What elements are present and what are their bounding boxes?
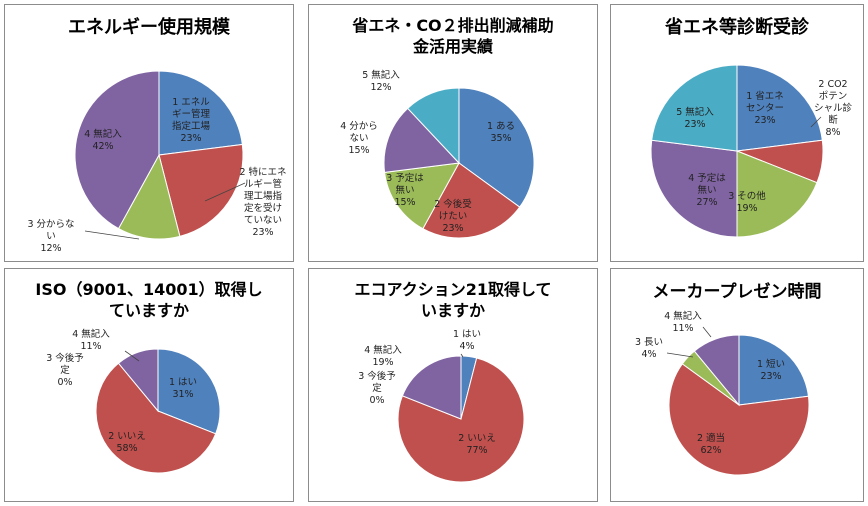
chart-panel-iso: ISO（9001、14001）取得し ていますか 1 はい 31% 2 いいえ 58%… [4, 268, 294, 502]
slice-label-5: 5 無記入 12% [362, 69, 400, 93]
pie-slice-5 [651, 64, 738, 152]
pie-slice-2 [95, 362, 217, 474]
slice-label-1: 1 エネルギー管理指定工場 23% [172, 97, 211, 144]
slice-label-3: 3 長い 4% [635, 337, 663, 360]
slice-label-2: 2 CO2 ポテンシャル診断 8% [814, 79, 853, 138]
slice-label-2: 2 いいえ 77% [458, 433, 496, 456]
slice-label-4: 4 無記入 19% [364, 344, 402, 368]
slice-label-1: 1 短い 23% [757, 358, 785, 382]
chart-title: 省エネ・CO２排出削減補助 金活用実績 [352, 16, 554, 56]
slice-label-4: 4 無記入 11% [72, 328, 110, 352]
slice-label-2: 2 今後受けたい 23% [434, 198, 472, 234]
pie-slice-1 [458, 87, 535, 208]
slice-label-2: 2 いいえ 58% [108, 431, 146, 454]
leader-line [666, 352, 694, 358]
pie-chart-subsidy-usage: 1 ある 35% 2 今後受けたい 23% 3 予定は無い 15%4 分からない 15% 5 … [340, 69, 535, 239]
chart-title: エコアクション21取得して いますか [354, 280, 552, 320]
pie-chart-diagnosis: 1 省エネセンター 23% 2 CO2 ポテンシャル診断 8% 3 その他 19%4 予定は… [650, 64, 853, 238]
pie-slice-1 [738, 334, 810, 406]
slice-label-4: 4 分からない 15% [340, 121, 378, 156]
pie-slice-2 [668, 363, 810, 476]
pie-slice-3 [384, 162, 460, 230]
pie-slice-4 [401, 355, 462, 420]
pie-chart-presentation-time: 1 短い 23% 2 適当 62% 3 長い 4%4 無記入 11% [635, 310, 810, 476]
slice-label-4: 4 無記入 42% [84, 128, 122, 152]
pie-slice-4 [650, 139, 738, 238]
pie-chart-eco-action: 1 はい 4% 2 いいえ 77% 3 今後予定 0%4 無記入 19% [358, 329, 525, 483]
pie-chart-iso: 1 はい 31% 2 いいえ 58% 3 今後予定 0%4 無記入 11% [46, 328, 221, 474]
slice-label-4: 4 無記入 11% [664, 310, 702, 334]
chart-title: ISO（9001、14001）取得し ていますか [35, 280, 263, 320]
leader-line [810, 116, 822, 128]
slice-label-1: 1 ある 35% [487, 121, 515, 144]
pie-slice-4 [74, 70, 160, 230]
pie-slice-1 [736, 64, 823, 152]
leader-line [702, 326, 712, 338]
chart-panel-presentation-time: メーカープレゼン時間 1 短い 23% 2 適当 62% 3 長い 4% 4 無記入 11% [610, 268, 864, 502]
leader-line [124, 350, 140, 362]
leader-line [204, 182, 246, 202]
chart-panel-energy-scale: エネルギー使用規模 1 エネルギー管理指定工場 23% 2 特にエネルギー管理工場指… [4, 4, 294, 262]
leader-line [84, 230, 140, 240]
chart-title: エネルギー使用規模 [68, 17, 230, 38]
slice-label-1: 1 はい 31% [169, 377, 197, 400]
pie-slice-4 [693, 334, 740, 407]
slice-label-1: 1 はい 4% [453, 329, 481, 352]
slice-label-2: 2 適当 62% [697, 432, 725, 456]
slice-label-3: 3 今後予定 0% [358, 370, 396, 406]
pie-slice-2 [397, 357, 525, 483]
chart-panel-subsidy-usage: 省エネ・CO２排出削減補助 金活用実績 1 ある 35% 2 今後受けたい 23% 3 … [308, 4, 598, 262]
pie-chart-energy-scale: 1 エネルギー管理指定工場 23% 2 特にエネルギー管理工場指定を受けていない 23… [27, 70, 287, 254]
pie-slice-4 [383, 107, 461, 173]
pie-slice-2 [422, 162, 521, 239]
pie-slice-3 [117, 153, 181, 240]
slice-label-2: 2 特にエネルギー管理工場指定を受けていない 23% [239, 166, 286, 238]
chart-panel-diagnosis: 省エネ等診断受診 1 省エネセンター 23% 2 CO2 ポテンシャル診断 8% 3 その… [610, 4, 864, 262]
slice-label-3: 3 予定は無い 15% [386, 172, 424, 208]
pie-slice-1 [157, 348, 221, 435]
slice-label-4: 4 予定は無い 27% [688, 172, 726, 208]
chart-title: メーカープレゼン時間 [652, 282, 822, 302]
pie-slice-3 [736, 150, 818, 238]
pie-slice-1 [158, 70, 243, 156]
pie-slice-4 [117, 348, 159, 413]
slice-label-5: 5 無記入 23% [676, 106, 714, 130]
chart-panel-eco-action: エコアクション21取得して いますか 1 はい 4% 2 いいえ 77% 3 今後予定 0… [308, 268, 598, 502]
chart-title: 省エネ等診断受診 [665, 17, 809, 38]
leader-line [460, 353, 464, 358]
slice-label-3: 3 今後予定 0% [46, 352, 84, 388]
pie-slice-5 [406, 87, 460, 165]
pie-slice-2 [158, 143, 244, 237]
slice-label-1: 1 省エネセンター 23% [746, 90, 784, 126]
slice-label-3: 3 その他 19% [728, 190, 766, 214]
slice-label-3: 3 分からない 12% [27, 219, 74, 254]
